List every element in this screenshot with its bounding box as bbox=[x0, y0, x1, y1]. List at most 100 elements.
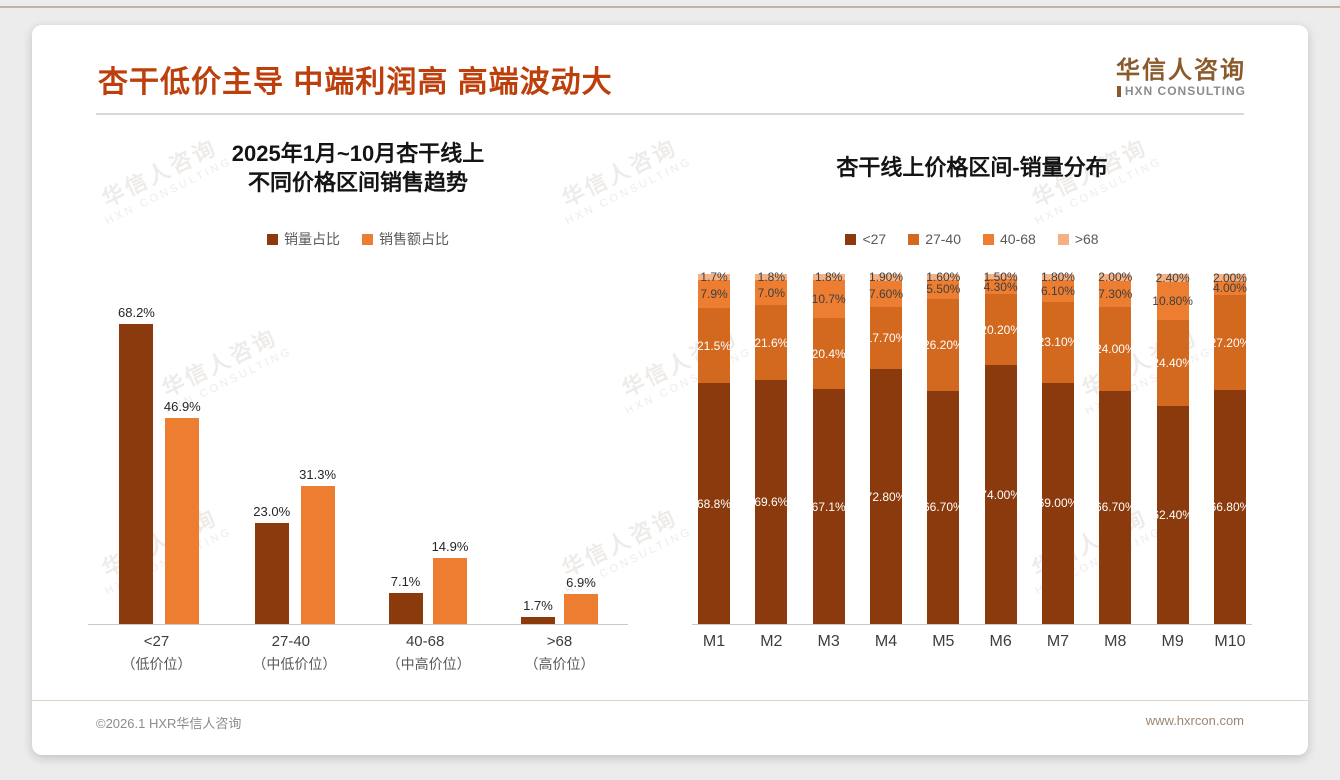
x-axis-label: M7 bbox=[1046, 633, 1070, 650]
segment-value-label: 1.60% bbox=[926, 269, 961, 284]
bar-segment: 21.5% bbox=[696, 307, 732, 384]
legend-item: 40-68 bbox=[983, 231, 1036, 247]
x-axis-label: <27 （低价位） bbox=[118, 633, 195, 674]
bar-rect bbox=[520, 617, 555, 624]
segment-value-label: 66.70% bbox=[1094, 500, 1136, 515]
slide-footer: ©2026.1 HXR华信人咨询 www.hxrcon.com bbox=[32, 700, 1308, 755]
legend-swatch-icon bbox=[1057, 233, 1069, 245]
legend-item: 销量占比 bbox=[267, 229, 340, 249]
x-axis-category: 40-68 bbox=[405, 633, 445, 650]
bar-segment: 1.50% bbox=[984, 271, 1018, 283]
bar-rect bbox=[119, 324, 154, 624]
segment-value-label: 5.50% bbox=[926, 282, 961, 297]
legend-swatch-icon bbox=[845, 233, 857, 245]
x-axis-label: >68 （高价位） bbox=[521, 633, 598, 674]
bar-segment: 68.8% bbox=[697, 383, 731, 624]
segment-value-label: 1.50% bbox=[983, 269, 1018, 284]
bar: 46.9% bbox=[164, 399, 201, 624]
x-axis-label: 27-40 （中低价位） bbox=[252, 633, 337, 674]
grouped-bar-chart: 2025年1月~10月杏干线上 不同价格区间销售趋势 销量占比 销售额占比 68.… bbox=[88, 115, 628, 674]
bar-group: 1.7% 6.9% bbox=[520, 575, 598, 624]
bar-segment: 2.00% bbox=[1098, 271, 1132, 283]
x-axis-label: M9 bbox=[1161, 633, 1184, 650]
bar-segment: 17.70% bbox=[866, 307, 906, 370]
segment-value-label: 4.00% bbox=[1212, 281, 1247, 296]
legend-label: 销售额占比 bbox=[379, 231, 449, 247]
segment-value-label: 26.20% bbox=[922, 337, 964, 352]
segment-value-label: 69.00% bbox=[1037, 496, 1079, 511]
slide-title: 杏干低价主导 中端利润高 高端波动大 bbox=[98, 66, 613, 99]
stacked-bar: 66.70% 24.00% 7.30% 2.00% bbox=[1095, 271, 1136, 624]
segment-value-label: 67.1% bbox=[811, 499, 846, 514]
x-axis-subtitle: （低价位） bbox=[121, 656, 192, 672]
bar-group: 68.2% 46.9% bbox=[118, 305, 201, 624]
segment-value-label: 20.20% bbox=[980, 322, 1021, 337]
segment-value-label: 10.7% bbox=[811, 292, 846, 307]
x-axis-label: M4 bbox=[874, 633, 898, 650]
legend-label: 40-68 bbox=[1000, 231, 1036, 247]
bar-segment: 66.70% bbox=[1095, 390, 1136, 624]
segment-value-label: 4.30% bbox=[983, 279, 1018, 294]
bar-segment: 1.60% bbox=[926, 269, 961, 284]
right-chart-legend: <27 27-40 40-68 >68 bbox=[692, 221, 1252, 257]
bar-segment: 1.80% bbox=[1040, 270, 1075, 285]
segment-value-label: 66.80% bbox=[1209, 500, 1251, 515]
legend-label: <27 bbox=[862, 231, 887, 247]
segment-value-label: 24.40% bbox=[1152, 355, 1193, 370]
bar-segment: 24.40% bbox=[1152, 320, 1193, 406]
stacked-bar: 68.8% 21.5% 7.9% 1.7% bbox=[696, 271, 732, 624]
bar-segment: 24.00% bbox=[1095, 306, 1136, 391]
legend-item: 销售额占比 bbox=[362, 229, 449, 249]
x-axis-category: >68 bbox=[546, 633, 573, 650]
bar-segment: 7.60% bbox=[869, 280, 903, 308]
logo-text-en: HXN CONSULTING bbox=[1116, 84, 1246, 99]
bar-segment: 7.30% bbox=[1098, 280, 1133, 307]
segment-value-label: 1.80% bbox=[1040, 270, 1075, 285]
bar-segment: 1.90% bbox=[869, 271, 903, 283]
bar-segment: 4.00% bbox=[1212, 281, 1247, 296]
bar-value-label: 46.9% bbox=[163, 399, 201, 414]
bar: 14.9% bbox=[431, 539, 469, 624]
x-axis-subtitle: （中低价位） bbox=[252, 656, 337, 672]
company-logo: 华信人咨询 HXN CONSULTING bbox=[1116, 57, 1246, 98]
legend-swatch-icon bbox=[908, 233, 920, 245]
bar-rect bbox=[165, 418, 200, 624]
bar-segment: 66.80% bbox=[1210, 390, 1250, 624]
bar-segment: 27.20% bbox=[1210, 295, 1250, 391]
segment-value-label: 2.40% bbox=[1155, 271, 1190, 286]
bar-segment: 62.40% bbox=[1152, 405, 1193, 624]
left-chart-legend: 销量占比 销售额占比 bbox=[88, 221, 628, 257]
legend-swatch-icon bbox=[362, 233, 373, 245]
bar-segment: 10.80% bbox=[1152, 282, 1193, 321]
legend-label: 销量占比 bbox=[284, 231, 340, 247]
left-chart-title-line2: 不同价格区间销售趋势 bbox=[247, 170, 468, 196]
bar-segment: 2.00% bbox=[1213, 272, 1247, 284]
x-axis-label: M2 bbox=[760, 633, 783, 650]
segment-value-label: 7.0% bbox=[757, 285, 785, 300]
bar-value-label: 14.9% bbox=[431, 539, 469, 554]
bar-rect bbox=[300, 486, 335, 624]
bar-segment: 21.6% bbox=[754, 304, 789, 381]
bar-segment: 1.8% bbox=[812, 271, 845, 283]
stacked-bar: 69.6% 21.6% 7.0% 1.8% bbox=[754, 271, 789, 624]
bar-value-label: 23.0% bbox=[253, 504, 291, 519]
bar-segment: 1.7% bbox=[698, 271, 730, 283]
x-axis-subtitle: （中高价位） bbox=[386, 656, 471, 672]
segment-value-label: 6.10% bbox=[1040, 283, 1075, 298]
bar-segment: 67.1% bbox=[811, 389, 846, 624]
x-axis-category: 27-40 bbox=[271, 633, 311, 650]
segment-value-label: 7.30% bbox=[1098, 286, 1133, 301]
segment-value-label: 21.5% bbox=[696, 338, 732, 353]
stacked-bar: 69.00% 23.10% 6.10% 1.80% bbox=[1038, 270, 1078, 624]
stacked-bar: 72.80% 17.70% 7.60% 1.90% bbox=[866, 271, 906, 624]
bar-segment: 20.20% bbox=[980, 294, 1021, 365]
right-chart-plot: 68.8% 21.5% 7.9% 1.7% 69.6% 21.6% 7.0% 1.8% 67.1… bbox=[692, 269, 1252, 625]
slide-header: 杏干低价主导 中端利润高 高端波动大 华信人咨询 HXN CONSULTING bbox=[32, 25, 1308, 101]
stacked-bar: 66.80% 27.20% 4.00% 2.00% bbox=[1210, 272, 1250, 624]
bar-rect bbox=[433, 558, 467, 624]
segment-value-label: 69.6% bbox=[754, 495, 789, 510]
bar-segment: 7.9% bbox=[698, 280, 730, 308]
bar-segment: 23.10% bbox=[1038, 301, 1078, 383]
segment-value-label: 21.6% bbox=[754, 335, 789, 350]
logo-text-cn: 华信人咨询 bbox=[1116, 57, 1246, 84]
